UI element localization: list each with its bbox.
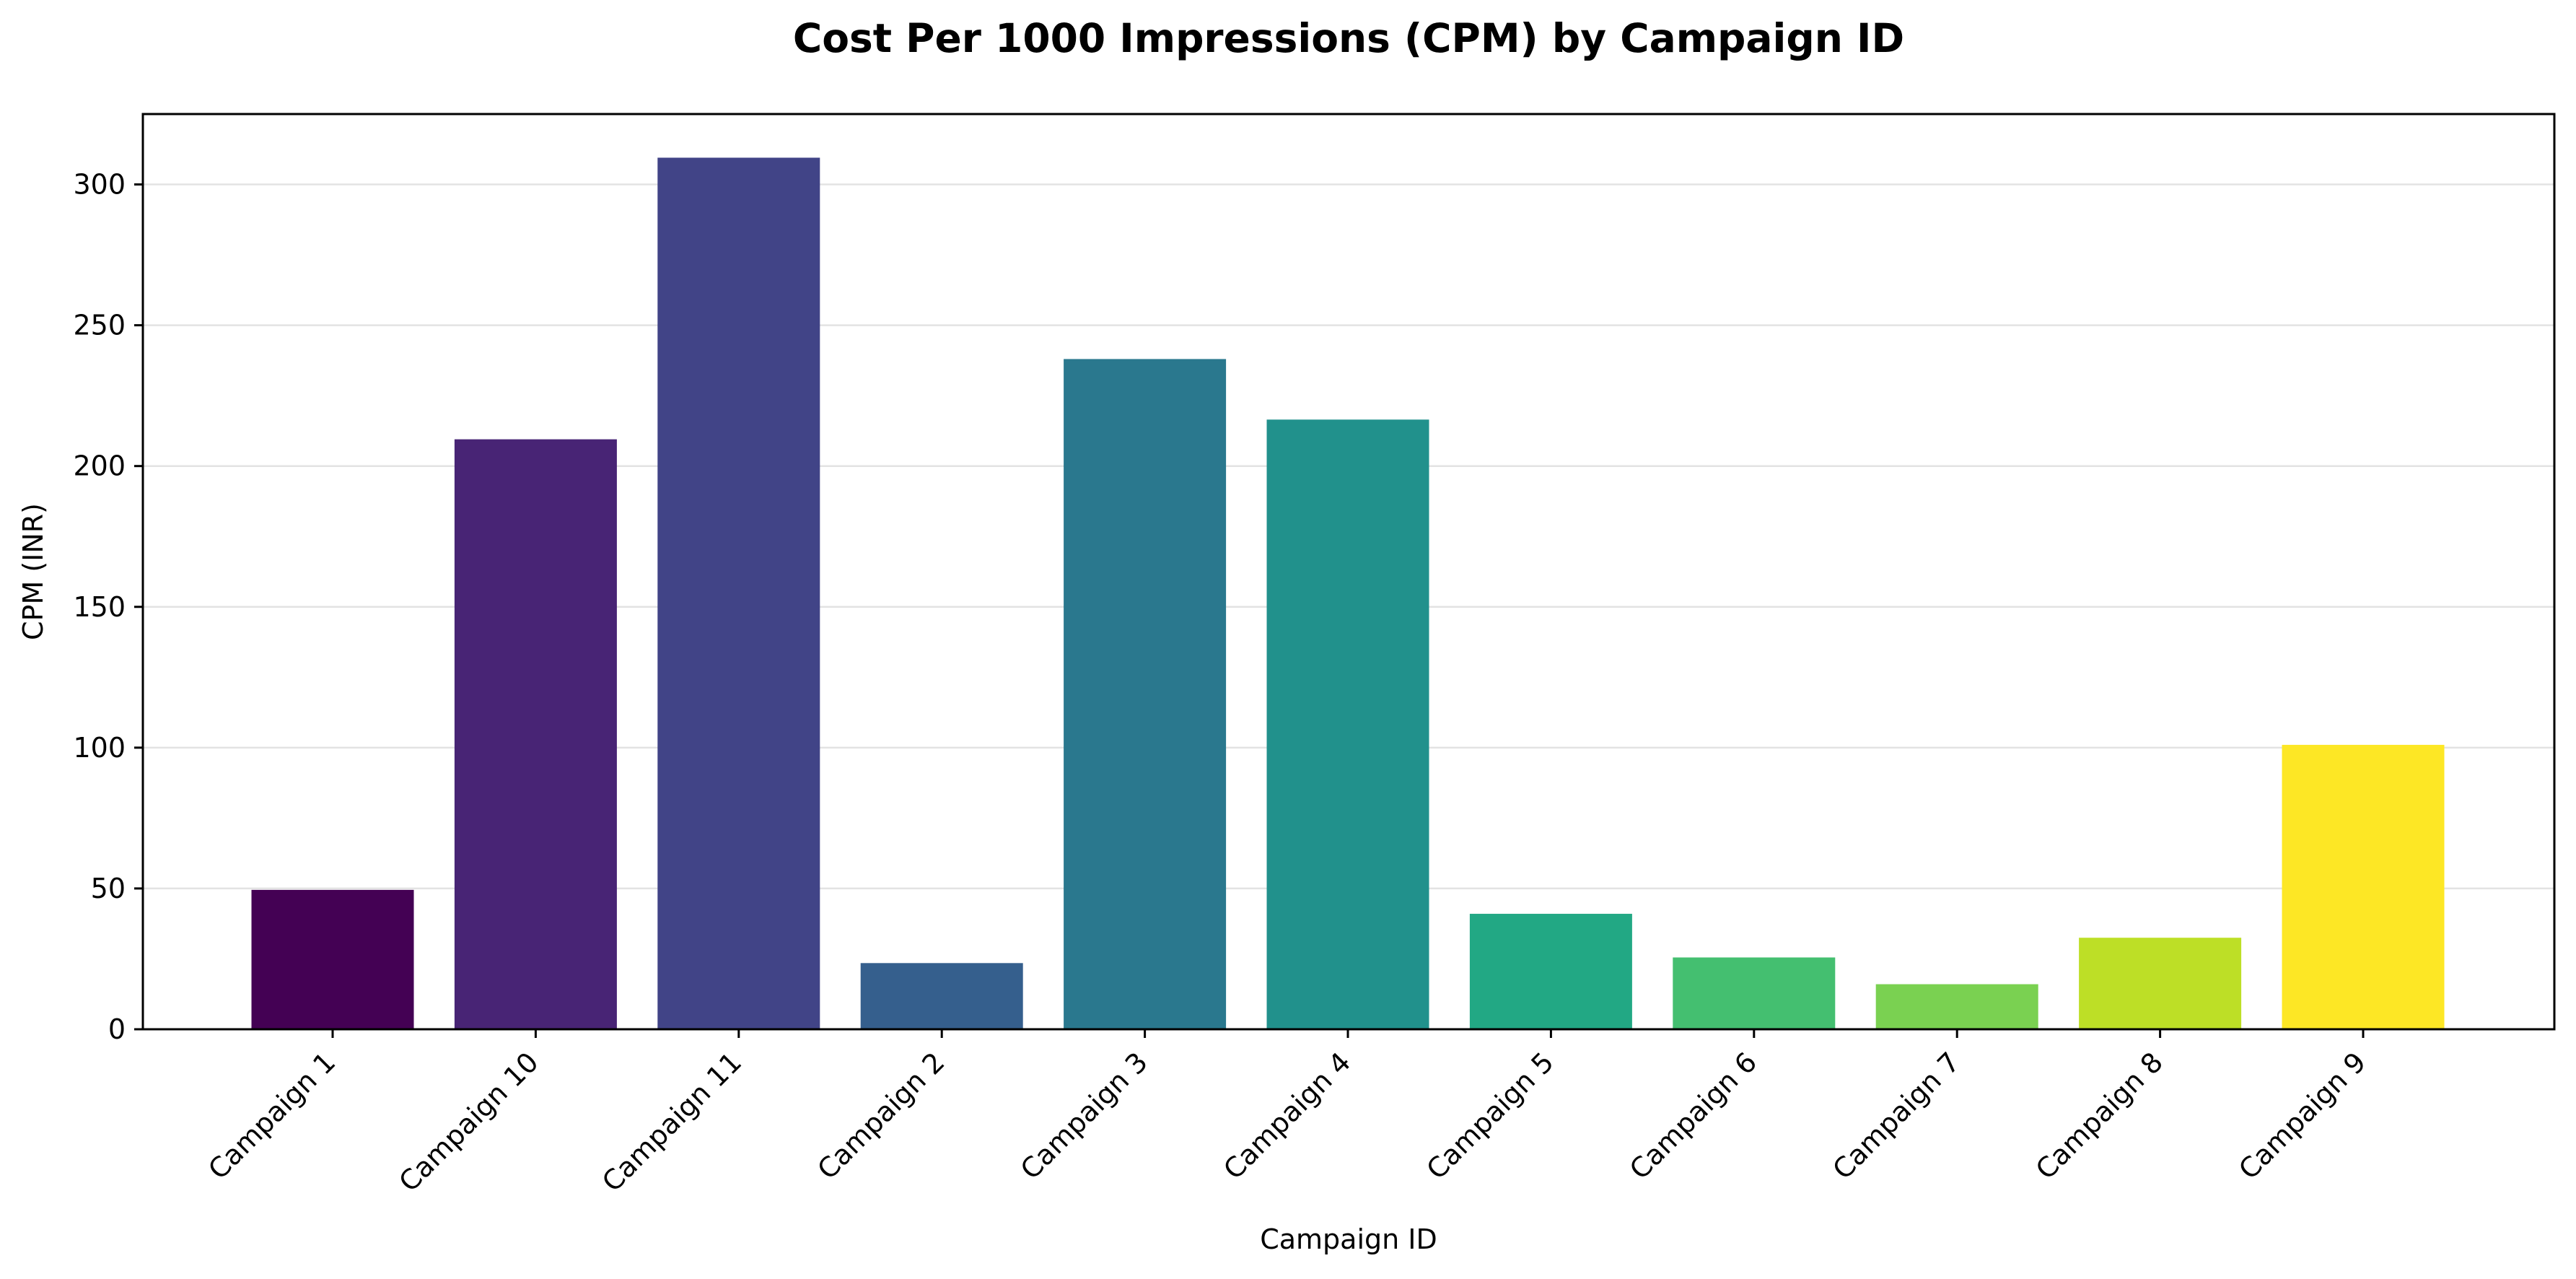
x-tick-label: Campaign 4 bbox=[1217, 1046, 1357, 1185]
x-tick-label: Campaign 11 bbox=[596, 1046, 748, 1197]
bar-campaign-3 bbox=[1064, 359, 1227, 1029]
y-axis-label: CPM (INR) bbox=[17, 503, 49, 640]
x-tick-label: Campaign 10 bbox=[393, 1046, 544, 1197]
bar-campaign-11 bbox=[657, 157, 820, 1029]
x-axis-label: Campaign ID bbox=[1260, 1223, 1437, 1255]
bar-campaign-1 bbox=[251, 889, 414, 1029]
x-tick-label: Campaign 5 bbox=[1421, 1046, 1560, 1185]
y-axis-ticks: 0 50 100 150 200 250 300 bbox=[73, 169, 143, 1045]
y-tick-label: 300 bbox=[73, 169, 126, 201]
bar-campaign-8 bbox=[2079, 938, 2242, 1029]
x-tick-label: Campaign 8 bbox=[2030, 1046, 2169, 1185]
x-tick-label: Campaign 6 bbox=[1624, 1046, 1763, 1185]
y-tick-label: 50 bbox=[91, 873, 126, 904]
x-tick-label: Campaign 3 bbox=[1015, 1046, 1154, 1185]
chart-title: Cost Per 1000 Impressions (CPM) by Campa… bbox=[793, 15, 1904, 61]
y-tick-label: 100 bbox=[73, 732, 126, 764]
y-tick-label: 200 bbox=[73, 450, 126, 482]
y-tick-label: 250 bbox=[73, 310, 126, 341]
y-tick-label: 0 bbox=[108, 1013, 126, 1045]
x-tick-label: Campaign 1 bbox=[202, 1046, 341, 1185]
bar-campaign-6 bbox=[1673, 957, 1836, 1029]
bar-campaign-10 bbox=[454, 439, 617, 1029]
x-tick-label: Campaign 2 bbox=[811, 1046, 950, 1185]
x-axis-ticks: Campaign 1 Campaign 10 Campaign 11 Campaign… bbox=[202, 1029, 2372, 1198]
bars bbox=[251, 157, 2445, 1029]
bar-campaign-5 bbox=[1469, 914, 1632, 1029]
bar-campaign-4 bbox=[1266, 419, 1429, 1029]
y-tick-label: 150 bbox=[73, 591, 126, 623]
bar-campaign-9 bbox=[2282, 744, 2445, 1029]
x-tick-label: Campaign 9 bbox=[2233, 1046, 2372, 1185]
x-tick-label: Campaign 7 bbox=[1826, 1046, 1966, 1185]
bar-campaign-2 bbox=[860, 963, 1023, 1029]
bar-campaign-7 bbox=[1875, 984, 2038, 1029]
